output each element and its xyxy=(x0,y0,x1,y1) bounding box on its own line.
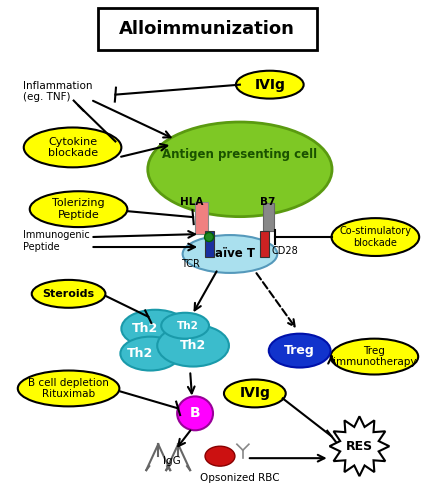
Text: Inflammation
(eg. TNF): Inflammation (eg. TNF) xyxy=(23,81,92,103)
Ellipse shape xyxy=(121,337,180,371)
Ellipse shape xyxy=(30,191,127,227)
Text: Th2: Th2 xyxy=(177,321,199,331)
Text: Co-stimulatory
blockade: Co-stimulatory blockade xyxy=(339,226,411,248)
Text: IgG: IgG xyxy=(163,456,181,466)
Text: Cytokine
blockade: Cytokine blockade xyxy=(48,136,98,158)
Text: Treg: Treg xyxy=(284,344,315,357)
Polygon shape xyxy=(329,416,389,476)
Text: Th2: Th2 xyxy=(127,347,154,360)
Text: Treg
immunotherapy: Treg immunotherapy xyxy=(332,346,416,367)
Ellipse shape xyxy=(236,71,304,99)
Text: B: B xyxy=(190,407,200,420)
Ellipse shape xyxy=(157,325,229,366)
Text: Immunogenic
Peptide: Immunogenic Peptide xyxy=(23,230,90,252)
Bar xyxy=(263,203,274,231)
Text: B cell depletion
Rituximab: B cell depletion Rituximab xyxy=(28,378,109,399)
Ellipse shape xyxy=(205,446,235,466)
Ellipse shape xyxy=(24,127,121,167)
Ellipse shape xyxy=(161,313,209,339)
Ellipse shape xyxy=(269,333,330,367)
Text: Opsonized RBC: Opsonized RBC xyxy=(200,473,280,483)
Ellipse shape xyxy=(224,379,286,408)
FancyBboxPatch shape xyxy=(99,8,317,50)
Ellipse shape xyxy=(32,280,106,308)
Text: Alloimmunization: Alloimmunization xyxy=(119,20,295,38)
Text: Th2: Th2 xyxy=(180,339,206,352)
Text: Tolerizing
Peptide: Tolerizing Peptide xyxy=(52,198,105,220)
Ellipse shape xyxy=(121,310,189,348)
Text: IVIg: IVIg xyxy=(239,386,270,400)
Bar xyxy=(195,202,208,234)
Text: B7: B7 xyxy=(260,197,275,207)
Bar xyxy=(205,231,214,257)
Text: HLA: HLA xyxy=(181,197,204,207)
Text: Steroids: Steroids xyxy=(42,289,95,299)
Ellipse shape xyxy=(183,235,277,273)
Bar xyxy=(260,231,269,257)
Ellipse shape xyxy=(332,218,419,256)
Text: IVIg: IVIg xyxy=(254,77,285,91)
Text: Antigen presenting cell: Antigen presenting cell xyxy=(162,148,317,161)
Ellipse shape xyxy=(205,233,214,242)
Text: Th2: Th2 xyxy=(132,322,158,335)
Text: RES: RES xyxy=(346,440,373,453)
Text: Naïve T: Naïve T xyxy=(205,247,255,260)
Ellipse shape xyxy=(330,339,418,375)
Ellipse shape xyxy=(148,122,332,217)
Ellipse shape xyxy=(177,396,213,430)
Ellipse shape xyxy=(18,371,119,407)
Text: TCR: TCR xyxy=(181,259,200,269)
Text: CD28: CD28 xyxy=(272,246,299,256)
